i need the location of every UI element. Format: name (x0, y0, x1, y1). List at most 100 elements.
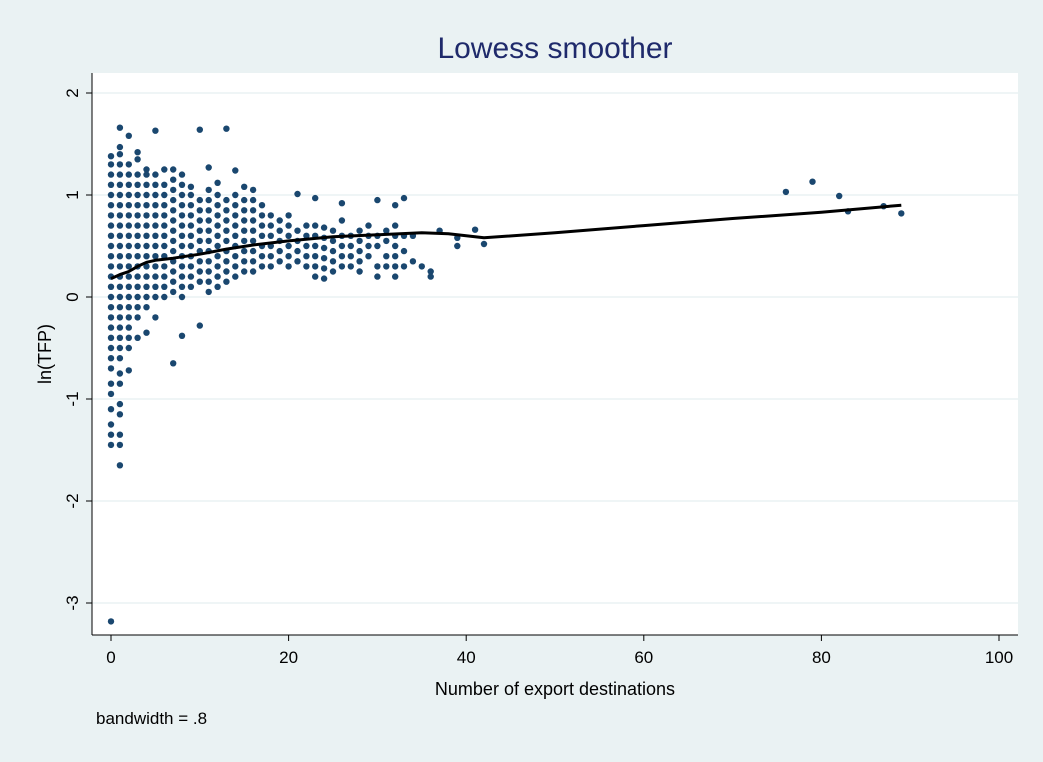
data-point (170, 360, 177, 367)
data-point (312, 194, 319, 202)
data-point (116, 314, 124, 321)
data-point (329, 247, 337, 255)
data-point (107, 390, 115, 398)
data-point (267, 253, 274, 260)
data-point (161, 273, 168, 280)
data-point (338, 200, 346, 207)
data-point (116, 253, 124, 260)
data-point (427, 268, 434, 275)
y-tick-label: 0 (63, 292, 82, 301)
data-point (383, 263, 390, 270)
data-point (365, 242, 372, 250)
data-point (170, 237, 177, 245)
data-point (107, 314, 115, 321)
x-tick-label: 40 (457, 648, 476, 667)
data-point (782, 188, 790, 196)
data-point (178, 263, 186, 270)
data-point (312, 242, 319, 250)
data-point (187, 183, 195, 190)
data-point (107, 191, 115, 199)
data-point (134, 156, 141, 163)
data-point (134, 232, 141, 239)
data-point (205, 258, 212, 265)
data-point (312, 263, 319, 270)
data-point (285, 212, 292, 219)
data-point (196, 217, 203, 224)
data-point (116, 370, 124, 377)
data-point (320, 244, 328, 252)
data-point (196, 268, 203, 275)
x-tick-label: 0 (106, 648, 115, 667)
data-point (107, 153, 115, 160)
data-point (214, 273, 221, 280)
data-point (196, 207, 203, 214)
data-point (836, 192, 843, 200)
data-point (143, 242, 150, 250)
data-point (187, 212, 195, 219)
data-point (116, 283, 124, 290)
data-point (152, 222, 159, 229)
data-point (365, 253, 372, 260)
data-point (125, 171, 132, 178)
data-point (170, 196, 177, 204)
data-point (170, 278, 177, 285)
data-point (374, 196, 381, 204)
data-point (232, 232, 239, 239)
data-point (116, 191, 124, 199)
y-axis-ticks: -3 -2 -1 0 1 2 (63, 88, 92, 611)
data-point (116, 334, 124, 341)
data-point (143, 212, 150, 219)
data-point (303, 242, 310, 250)
data-point (241, 237, 248, 245)
data-point (187, 283, 195, 290)
data-point (258, 222, 266, 229)
data-point (392, 202, 399, 209)
data-point (161, 242, 168, 250)
data-point (356, 227, 363, 234)
data-point (116, 212, 124, 219)
data-point (125, 263, 132, 270)
data-point (152, 314, 159, 321)
data-point (187, 263, 195, 270)
data-point (196, 278, 203, 285)
chart-title: Lowess smoother (437, 32, 672, 65)
data-point (338, 217, 346, 224)
data-point (107, 618, 115, 625)
data-point (276, 227, 283, 234)
data-point (223, 227, 230, 234)
data-point (143, 222, 150, 229)
data-point (294, 247, 301, 255)
data-point (161, 263, 168, 270)
data-point (267, 232, 274, 239)
data-point (152, 263, 159, 270)
data-point (161, 232, 168, 239)
data-point (187, 202, 195, 209)
data-point (249, 186, 257, 194)
data-point (392, 222, 399, 229)
data-point (205, 164, 212, 171)
data-point (116, 181, 124, 188)
data-point (152, 253, 159, 260)
data-point (232, 263, 239, 270)
data-point (116, 411, 124, 418)
data-point (161, 222, 168, 229)
data-point (107, 441, 115, 449)
data-point (143, 253, 150, 260)
data-point (214, 202, 221, 209)
data-point (196, 258, 203, 265)
data-point (161, 293, 168, 301)
data-point (161, 191, 168, 199)
data-point (214, 191, 221, 199)
data-point (241, 207, 248, 214)
data-point (347, 253, 354, 260)
data-point (303, 263, 310, 270)
data-point (205, 268, 212, 275)
data-point (276, 247, 283, 255)
data-point (143, 232, 150, 239)
data-point (356, 237, 363, 245)
data-point (338, 253, 346, 260)
data-point (383, 237, 390, 245)
data-point (116, 202, 124, 209)
